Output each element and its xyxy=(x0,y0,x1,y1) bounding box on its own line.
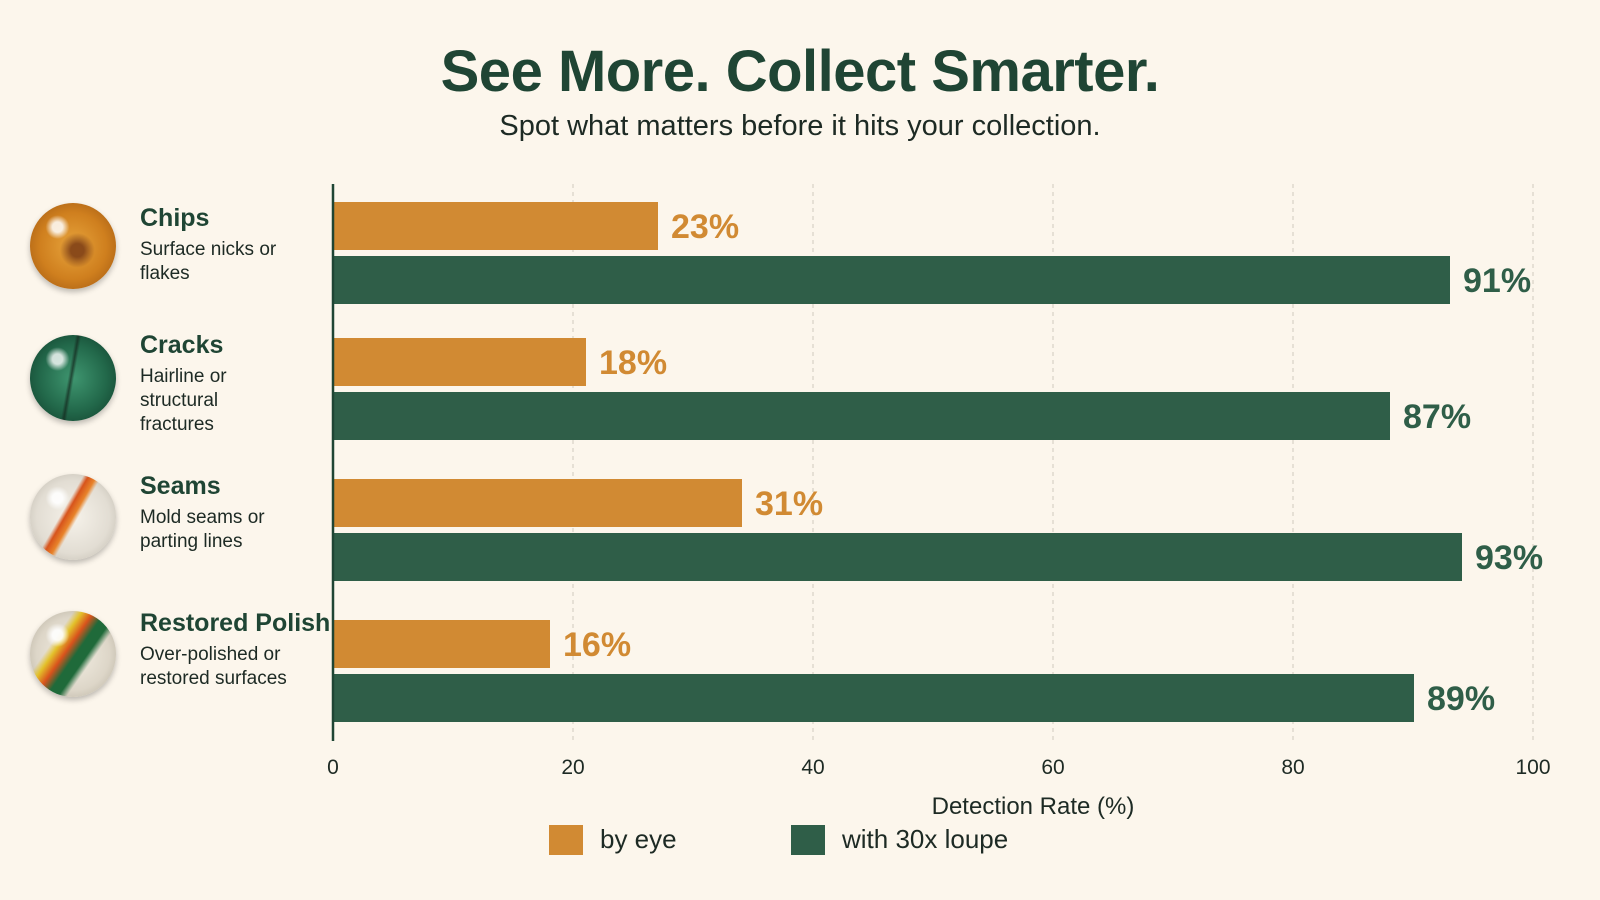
x-axis-label: Detection Rate (%) xyxy=(932,793,1135,820)
x-axis-ticks: 0 20 40 60 80 100 xyxy=(327,756,1550,779)
amber-marble-icon xyxy=(30,203,116,289)
legend-swatch-loupe xyxy=(791,825,825,855)
grid-lines xyxy=(572,184,1534,741)
bar-loupe-chips xyxy=(334,256,1450,304)
x-tick-label: 20 xyxy=(561,756,584,779)
data-label: 31% xyxy=(755,485,823,523)
bar-eye-restored-polish xyxy=(334,620,550,668)
category-desc-cracks: Hairline or structural fractures xyxy=(140,366,227,435)
bars xyxy=(334,202,1462,722)
bar-eye-seams xyxy=(334,479,742,527)
page-title: See More. Collect Smarter. xyxy=(440,39,1160,104)
bar-loupe-cracks xyxy=(334,392,1390,440)
bar-eye-chips xyxy=(334,202,658,250)
category-name-seams: Seams xyxy=(140,472,221,500)
data-label: 89% xyxy=(1427,680,1495,718)
x-tick-label: 80 xyxy=(1281,756,1304,779)
bar-eye-cracks xyxy=(334,338,586,386)
data-label: 23% xyxy=(671,208,739,246)
legend-label-by-eye: by eye xyxy=(600,824,677,854)
bar-loupe-seams xyxy=(334,533,1462,581)
category-name-restored-polish: Restored Polish xyxy=(140,609,331,637)
data-label: 87% xyxy=(1403,398,1471,436)
legend-swatch-by-eye xyxy=(549,825,583,855)
bar-loupe-restored-polish xyxy=(334,674,1414,722)
x-tick-label: 40 xyxy=(801,756,824,779)
tricolor-marble-icon xyxy=(30,611,116,697)
x-tick-label: 60 xyxy=(1041,756,1064,779)
data-labels: 23% 91% 18% 87% 31% 93% 16% 89% xyxy=(563,208,1543,718)
green-marble-icon xyxy=(30,335,116,421)
data-label: 16% xyxy=(563,626,631,664)
swirl-marble-icon xyxy=(30,474,116,560)
x-tick-label: 100 xyxy=(1515,756,1550,779)
data-label: 18% xyxy=(599,344,667,382)
data-label: 93% xyxy=(1475,539,1543,577)
category-name-cracks: Cracks xyxy=(140,331,224,359)
category-name-chips: Chips xyxy=(140,204,210,232)
page-subtitle: Spot what matters before it hits your co… xyxy=(499,110,1101,142)
data-label: 91% xyxy=(1463,262,1531,300)
category-desc-seams: Mold seams or parting lines xyxy=(140,507,265,552)
category-desc-chips: Surface nicks or flakes xyxy=(140,239,277,284)
legend-label-loupe: with 30x loupe xyxy=(842,824,1009,854)
x-tick-label: 0 xyxy=(327,756,339,779)
category-desc-restored-polish: Over-polished or restored surfaces xyxy=(140,644,287,689)
